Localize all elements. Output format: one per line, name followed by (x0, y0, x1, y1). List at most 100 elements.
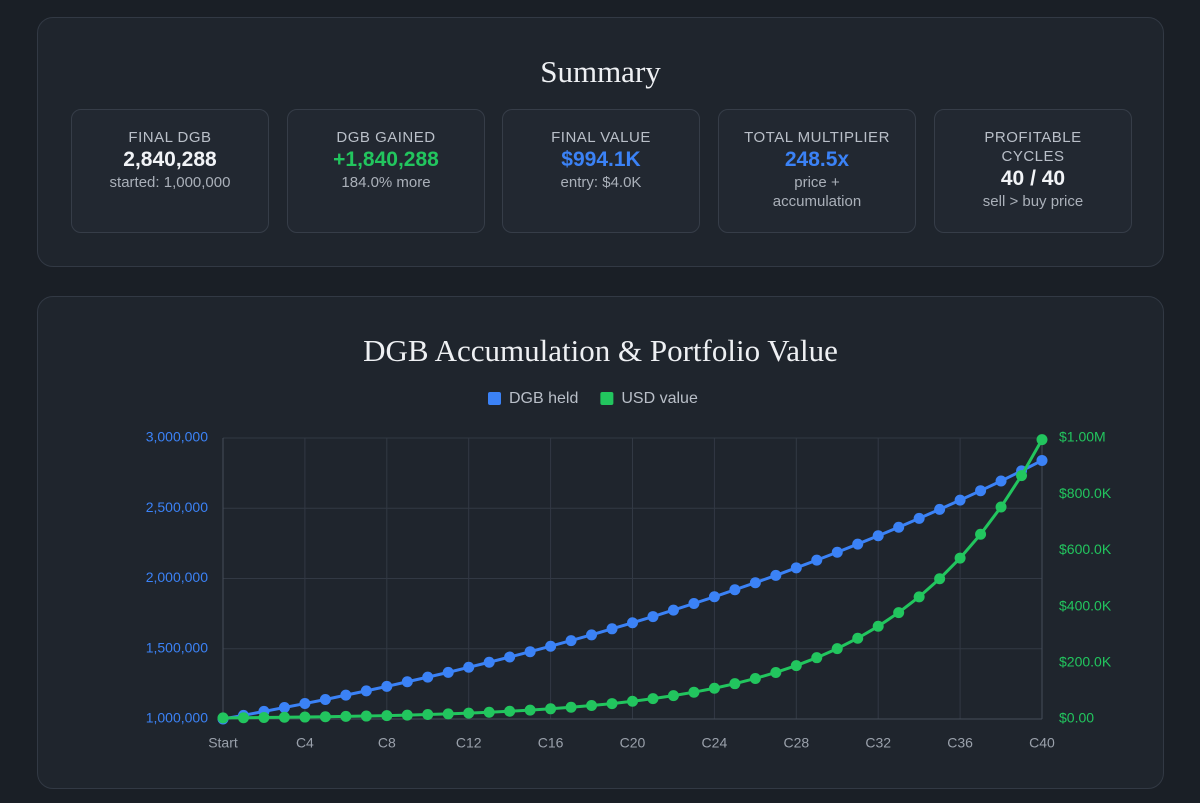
legend-swatch (600, 392, 614, 405)
data-point (340, 689, 352, 701)
data-point (913, 512, 925, 524)
stat-card: TOTAL MULTIPLIER 248.5x price + accumulati… (718, 109, 916, 233)
data-point (278, 701, 290, 713)
data-point (934, 503, 946, 515)
data-point (565, 701, 577, 713)
data-point (975, 485, 987, 497)
summary-panel: Summary FINAL DGB 2,840,288 started: 1,000… (37, 17, 1164, 267)
data-point (1036, 454, 1048, 466)
x-tick-label: C12 (456, 735, 482, 751)
data-point (422, 671, 434, 683)
data-point (954, 494, 966, 506)
stat-card: DGB GAINED +1,840,288 184.0% more (287, 109, 485, 233)
data-point (770, 569, 782, 581)
y2-tick-label: $0.00 (1059, 710, 1094, 726)
summary-title: Summary (540, 54, 661, 89)
data-point (401, 709, 413, 721)
data-point (913, 591, 925, 603)
data-point (319, 711, 331, 723)
data-point (319, 693, 331, 705)
data-point (975, 528, 987, 540)
x-tick-label: C32 (865, 735, 891, 751)
data-point (749, 672, 761, 684)
data-point (708, 682, 720, 694)
data-point (258, 712, 270, 724)
stat-note: price + accumulation (772, 174, 862, 210)
data-point (647, 693, 659, 705)
data-point (463, 707, 475, 719)
stat-note: sell > buy price (982, 193, 1084, 210)
data-point (790, 660, 802, 672)
chart-panel: DGB Accumulation & Portfolio Value DGB h… (37, 296, 1164, 789)
data-point (586, 700, 598, 712)
data-point (852, 538, 864, 550)
data-point (545, 640, 557, 652)
stat-card: PROFITABLE CYCLES 40 / 40 sell > buy price (934, 109, 1132, 233)
data-point (647, 611, 659, 623)
data-point (217, 712, 229, 724)
data-point (299, 698, 311, 710)
data-point (381, 680, 393, 692)
data-point (627, 617, 638, 629)
data-point (299, 711, 311, 723)
data-point (688, 598, 700, 610)
x-tick-label: C20 (620, 735, 646, 751)
data-point (524, 704, 536, 716)
data-point (893, 521, 905, 533)
data-point (606, 623, 618, 635)
y-tick-label: 3,000,000 (146, 429, 208, 445)
y-tick-label: 2,500,000 (146, 499, 208, 515)
data-point (872, 620, 884, 632)
stat-value: $994.1K (561, 148, 641, 171)
data-point (811, 652, 823, 664)
data-point (483, 706, 495, 718)
data-point (995, 475, 1007, 487)
data-point (893, 607, 905, 619)
data-point (1016, 470, 1028, 482)
data-point (872, 530, 884, 542)
stat-value: 248.5x (784, 148, 850, 171)
data-point (606, 698, 618, 710)
stat-card: FINAL VALUE $994.1K entry: $4.0K (502, 109, 700, 233)
data-point (565, 635, 577, 647)
y2-tick-label: $800.0K (1059, 485, 1112, 501)
legend-label: USD value (621, 390, 698, 407)
stat-label: PROFITABLE CYCLES (984, 129, 1082, 165)
data-point (729, 678, 741, 690)
x-tick-label: C16 (538, 735, 564, 751)
data-point (278, 711, 290, 723)
data-point (811, 554, 823, 566)
data-point (954, 552, 966, 564)
stat-note: entry: $4.0K (560, 174, 642, 191)
y-tick-label: 1,500,000 (146, 639, 208, 655)
data-point (770, 666, 782, 678)
data-point (852, 632, 864, 644)
data-point (504, 705, 516, 717)
y2-tick-label: $400.0K (1059, 597, 1112, 613)
chart: DGB held USD value 1,000,000 1,500,000 2,000… (146, 390, 1112, 751)
data-point (483, 656, 495, 668)
data-point (667, 690, 679, 702)
stat-value: 40 / 40 (1000, 167, 1066, 190)
data-point (790, 562, 802, 574)
y2-tick-label: $1.00M (1059, 429, 1106, 445)
stat-note: started: 1,000,000 (109, 174, 231, 191)
data-point (360, 685, 372, 697)
stat-value: +1,840,288 (333, 148, 439, 171)
data-point (401, 676, 413, 688)
data-point (442, 666, 454, 678)
data-point (1036, 434, 1048, 446)
data-point (586, 629, 598, 641)
chart-title: DGB Accumulation & Portfolio Value (363, 333, 838, 368)
y-tick-label: 2,000,000 (146, 569, 208, 585)
stat-label: FINAL VALUE (551, 129, 651, 146)
x-tick-label: C8 (378, 735, 396, 751)
x-tick-label: C24 (702, 735, 728, 751)
data-point (463, 661, 475, 673)
data-point (524, 646, 536, 658)
x-tick-label: C40 (1029, 735, 1055, 751)
data-point (729, 584, 741, 596)
data-point (749, 577, 761, 589)
x-tick-label: Start (208, 735, 238, 751)
